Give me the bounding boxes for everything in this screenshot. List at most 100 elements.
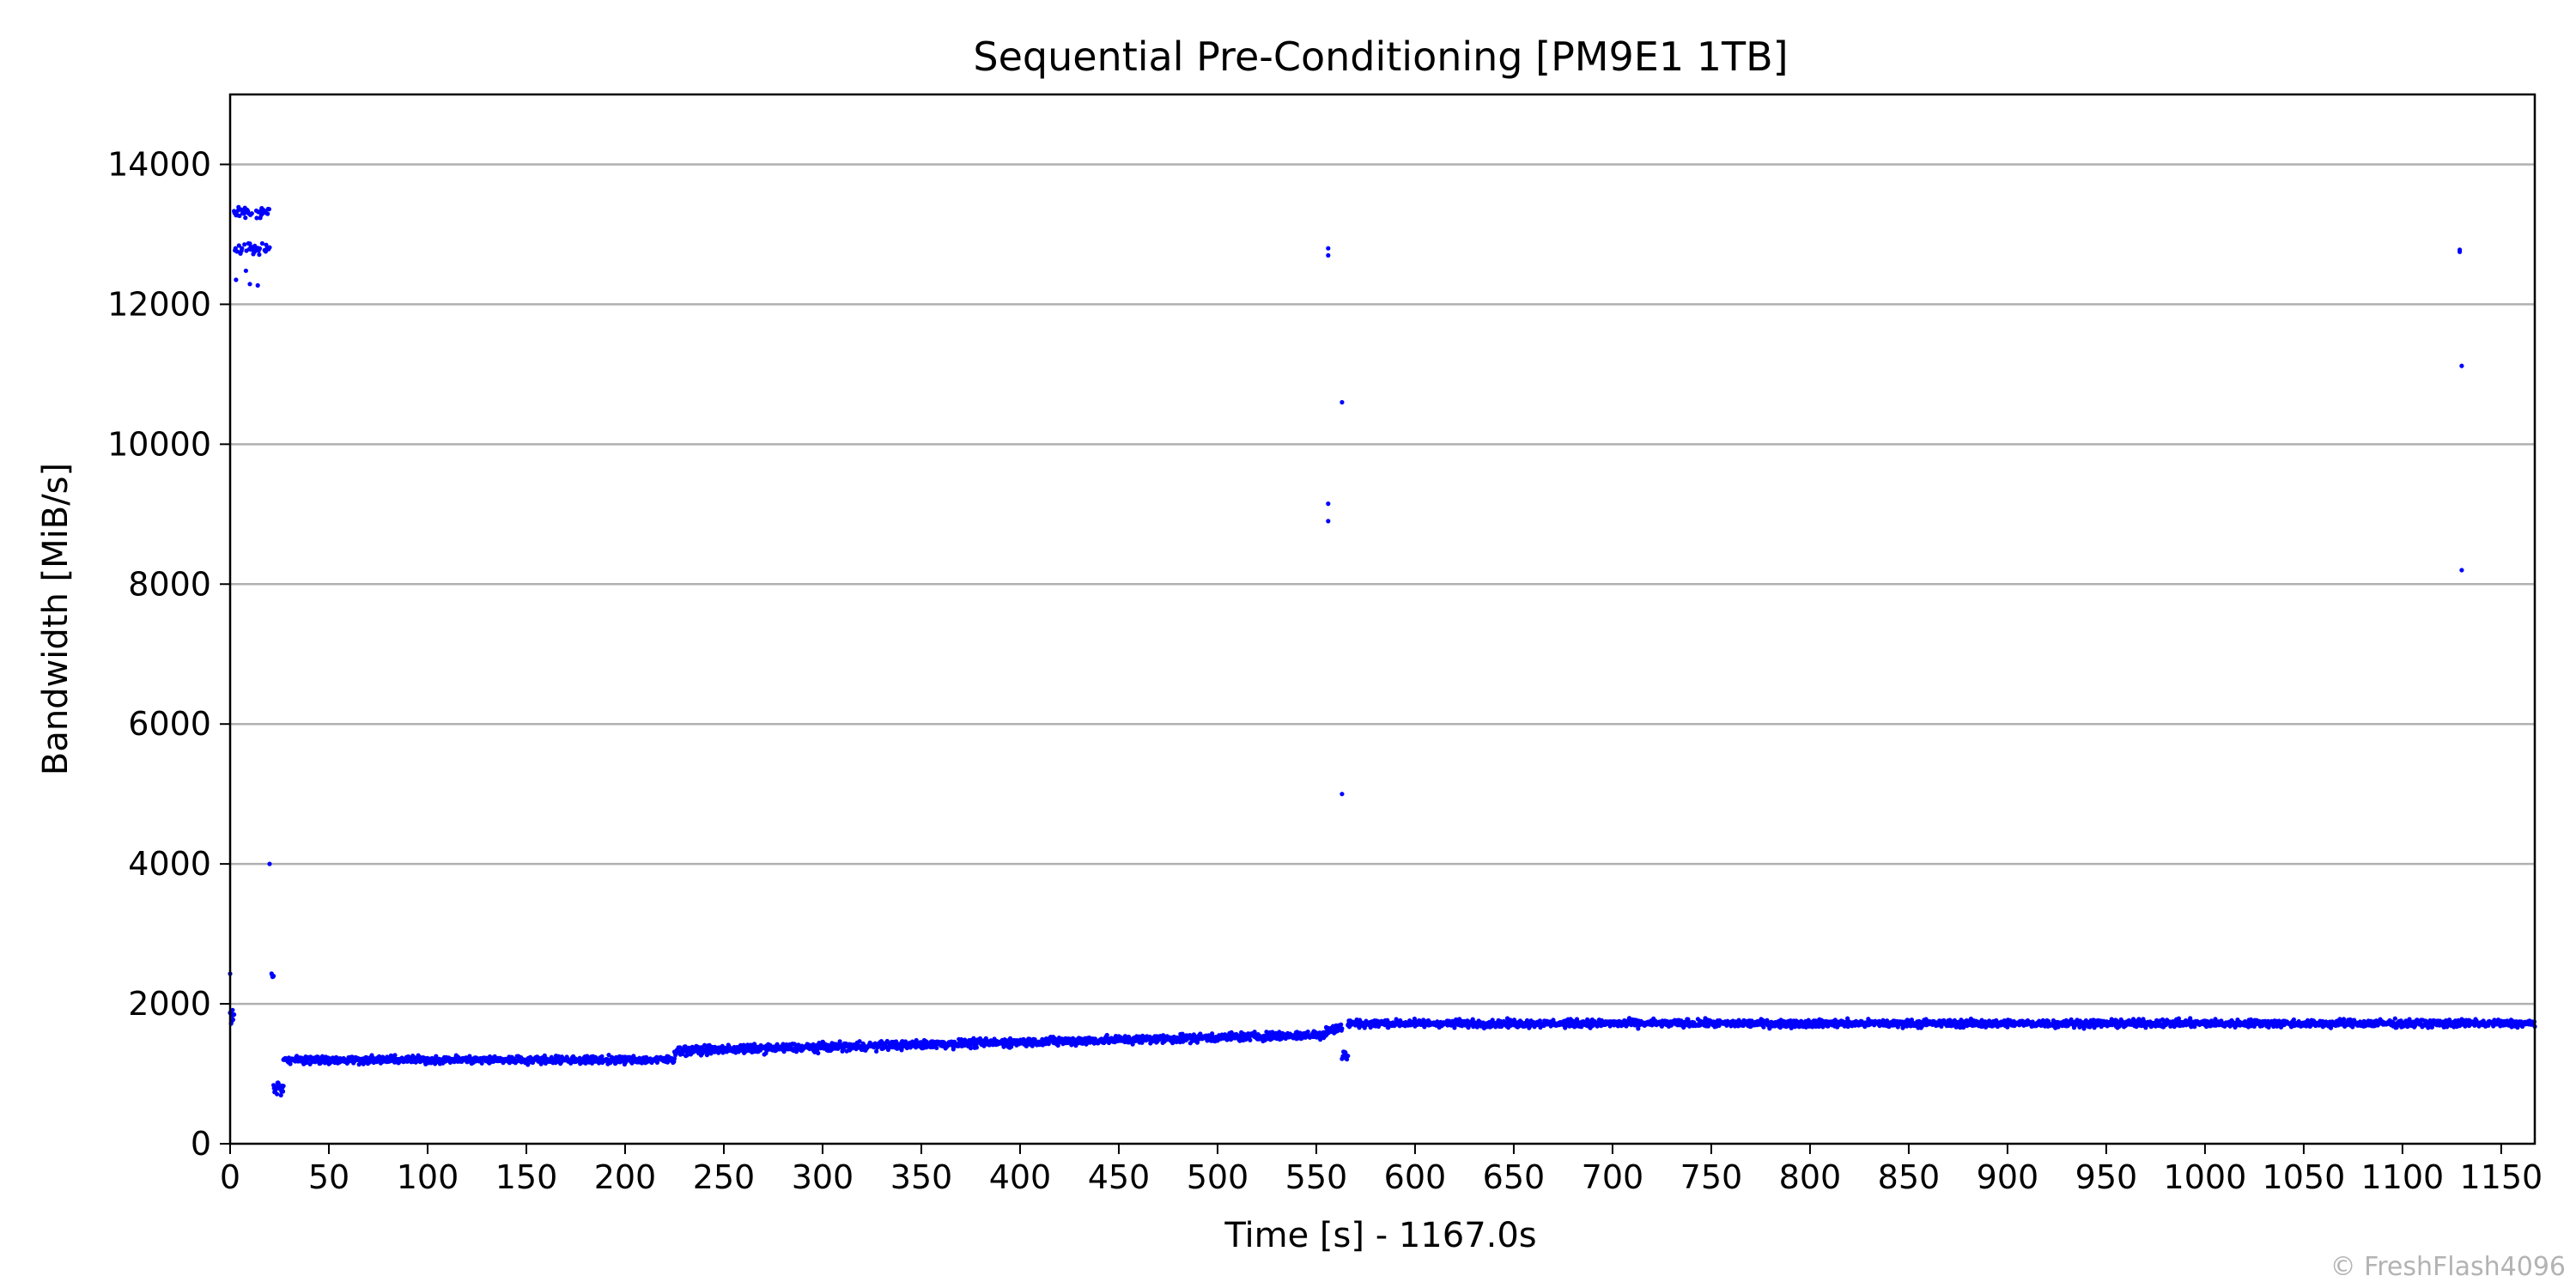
data-point xyxy=(971,1036,976,1041)
data-point xyxy=(265,211,270,216)
data-point xyxy=(671,1056,677,1061)
x-tick-label: 1050 xyxy=(2263,1158,2346,1196)
data-point xyxy=(1210,1031,1215,1036)
data-point xyxy=(2341,1017,2347,1022)
x-axis-label: Time [s] - 1167.0s xyxy=(1224,1216,1536,1255)
data-point xyxy=(816,1050,821,1056)
data-point xyxy=(240,246,245,251)
x-tick-label: 750 xyxy=(1680,1158,1743,1196)
data-point xyxy=(781,1049,787,1054)
x-tick-label: 500 xyxy=(1187,1158,1249,1196)
data-point xyxy=(1452,1025,1457,1030)
x-tick-label: 800 xyxy=(1779,1158,1842,1196)
data-point xyxy=(479,1060,484,1066)
x-tick-label: 50 xyxy=(308,1158,349,1196)
data-point xyxy=(234,277,239,283)
data-point xyxy=(1636,1026,1641,1031)
data-point xyxy=(874,1048,879,1054)
x-tick-label: 1100 xyxy=(2361,1158,2445,1196)
data-point xyxy=(2188,1016,2193,1021)
data-point xyxy=(230,1007,235,1012)
data-point xyxy=(267,245,272,250)
x-tick-label: 150 xyxy=(495,1158,558,1196)
data-point xyxy=(1340,1026,1345,1031)
data-point xyxy=(684,1053,690,1058)
data-point xyxy=(255,283,260,288)
y-axis-label: Bandwidth [MiB/s] xyxy=(36,463,76,775)
data-point xyxy=(2458,249,2463,254)
x-tick-label: 350 xyxy=(890,1158,953,1196)
data-point xyxy=(257,246,263,251)
data-point xyxy=(236,243,241,248)
y-tick-label: 6000 xyxy=(128,705,211,743)
data-point xyxy=(1326,519,1331,524)
data-point xyxy=(1340,792,1345,797)
x-tick-label: 100 xyxy=(397,1158,459,1196)
data-point xyxy=(257,252,262,258)
data-point xyxy=(264,242,269,247)
y-tick-label: 4000 xyxy=(128,845,211,883)
data-point xyxy=(1470,1017,1475,1022)
x-tick-label: 0 xyxy=(220,1158,240,1196)
data-point xyxy=(1368,1024,1373,1030)
data-point xyxy=(259,240,264,246)
data-point xyxy=(392,1053,398,1058)
data-point xyxy=(958,1036,964,1042)
x-tick-label: 700 xyxy=(1582,1158,1644,1196)
data-point xyxy=(281,1084,286,1089)
y-tick-label: 8000 xyxy=(128,565,211,603)
data-point xyxy=(254,216,259,221)
data-point xyxy=(280,1089,286,1094)
data-point xyxy=(1761,1024,1766,1030)
data-point xyxy=(1326,252,1331,258)
x-tick-label: 900 xyxy=(1977,1158,2039,1196)
data-point xyxy=(1318,1037,1323,1042)
data-point xyxy=(1248,1037,1253,1042)
chart-title: Sequential Pre-Conditioning [PM9E1 1TB] xyxy=(973,33,1788,80)
x-tick-label: 300 xyxy=(792,1158,854,1196)
data-point xyxy=(899,1048,904,1053)
data-point xyxy=(1104,1032,1109,1038)
data-point xyxy=(243,268,248,273)
x-tick-label: 200 xyxy=(594,1158,657,1196)
grid-lines xyxy=(230,163,2535,1005)
data-point xyxy=(2398,1018,2403,1024)
data-point xyxy=(1264,1030,1269,1035)
y-tick-label: 12000 xyxy=(107,285,211,323)
x-tick-label: 250 xyxy=(693,1158,756,1196)
data-point xyxy=(1585,1017,1590,1022)
x-axis: 0 50 100 150 200 250 300 350 400 450 500 550 600 650 7… xyxy=(220,1144,2543,1196)
y-tick-label: 14000 xyxy=(107,145,211,183)
data-point xyxy=(267,861,272,866)
data-point xyxy=(230,1017,235,1023)
data-point xyxy=(232,1012,237,1018)
data-point xyxy=(247,282,252,287)
data-point xyxy=(2392,1016,2397,1021)
x-tick-label: 950 xyxy=(2075,1158,2138,1196)
data-point xyxy=(243,216,248,221)
data-point xyxy=(857,1039,862,1044)
data-point xyxy=(583,1060,588,1066)
data-point xyxy=(2176,1016,2181,1021)
data-point xyxy=(1030,1043,1035,1048)
data-point xyxy=(1180,1031,1185,1036)
data-point xyxy=(1346,1054,1351,1059)
data-point xyxy=(1357,1025,1362,1030)
x-tick-label: 450 xyxy=(1088,1158,1151,1196)
data-point xyxy=(288,1061,293,1066)
data-point xyxy=(974,1045,979,1050)
data-point xyxy=(2291,1017,2296,1023)
data-point xyxy=(968,1046,974,1051)
data-point xyxy=(349,1054,355,1060)
data-point xyxy=(1537,1018,1542,1024)
data-point xyxy=(1626,1016,1632,1021)
data-point xyxy=(1340,399,1345,405)
data-point xyxy=(1252,1030,1257,1035)
x-tick-label: 400 xyxy=(989,1158,1052,1196)
x-tick-label: 600 xyxy=(1384,1158,1447,1196)
y-tick-label: 0 xyxy=(191,1125,211,1163)
data-point xyxy=(1326,246,1331,251)
data-point xyxy=(894,1039,899,1044)
x-tick-label: 650 xyxy=(1483,1158,1546,1196)
